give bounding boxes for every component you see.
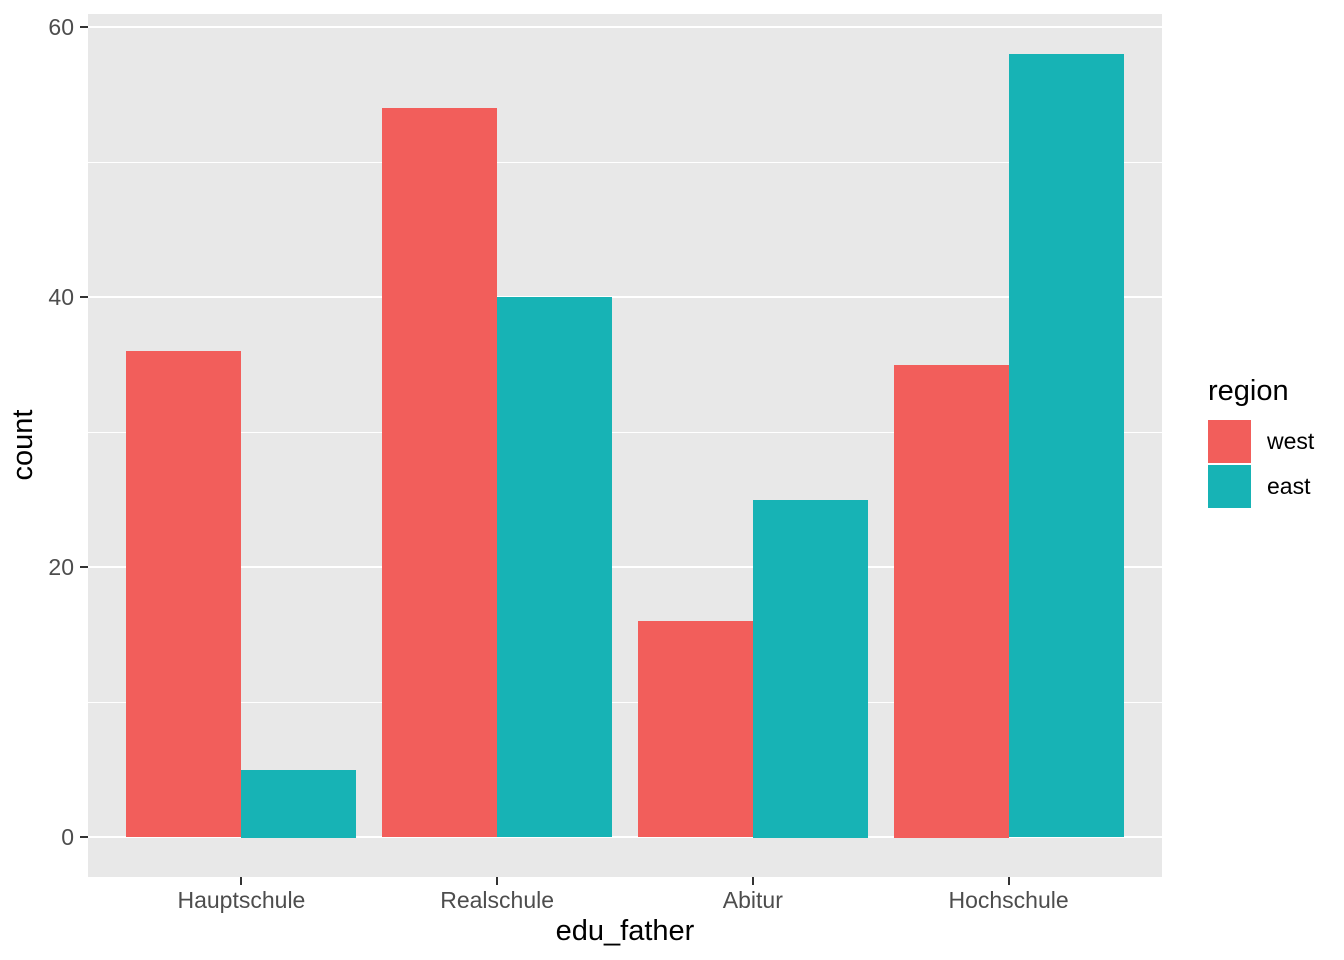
gridline-minor-50	[88, 161, 1162, 163]
y-tick-label-60: 60	[48, 14, 74, 40]
gridline-minor-10	[88, 701, 1162, 703]
bar-east-hauptschule	[241, 770, 356, 838]
y-tick-0	[80, 836, 88, 838]
y-tick-label-40: 40	[48, 284, 74, 310]
legend-items: west east	[1208, 420, 1314, 508]
legend-swatch-east	[1208, 465, 1251, 508]
gridline-major-20	[88, 566, 1162, 568]
gridline-major-60	[88, 26, 1162, 28]
y-axis-title: count	[7, 409, 39, 481]
x-tick-label-hauptschule: Hauptschule	[177, 887, 306, 913]
bar-east-hochschule	[1009, 54, 1124, 837]
bar-east-realschule	[497, 297, 612, 837]
y-tick-label-0: 0	[61, 824, 74, 850]
legend-label-west: west	[1267, 428, 1315, 454]
x-tick-hauptschule	[240, 877, 243, 885]
legend-item-east: east	[1208, 465, 1314, 508]
gridline-minor-30	[88, 431, 1162, 433]
gridline-major-0	[88, 836, 1162, 838]
y-tick-20	[80, 566, 88, 568]
y-tick-40	[80, 296, 88, 298]
legend-title: region	[1208, 375, 1289, 407]
legend-label-east: east	[1267, 473, 1311, 499]
legend-swatch-west	[1208, 420, 1251, 463]
x-tick-abitur	[751, 877, 754, 885]
bar-east-abitur	[753, 500, 868, 838]
bar-west-hochschule	[894, 365, 1009, 838]
x-tick-label-abitur: Abitur	[722, 887, 783, 913]
bar-west-hauptschule	[126, 351, 241, 837]
gridline-major-40	[88, 296, 1162, 298]
x-tick-realschule	[496, 877, 499, 885]
y-tick-60	[80, 26, 88, 28]
x-tick-label-hochschule: Hochschule	[948, 887, 1069, 913]
x-tick-hochschule	[1007, 877, 1010, 885]
x-axis-title: edu_father	[555, 915, 695, 947]
x-tick-label-realschule: Realschule	[440, 887, 555, 913]
y-tick-label-20: 20	[48, 554, 74, 580]
legend: region west east	[1208, 374, 1314, 510]
bar-west-abitur	[638, 621, 753, 837]
bar-west-realschule	[382, 108, 497, 837]
legend-item-west: west	[1208, 420, 1314, 463]
